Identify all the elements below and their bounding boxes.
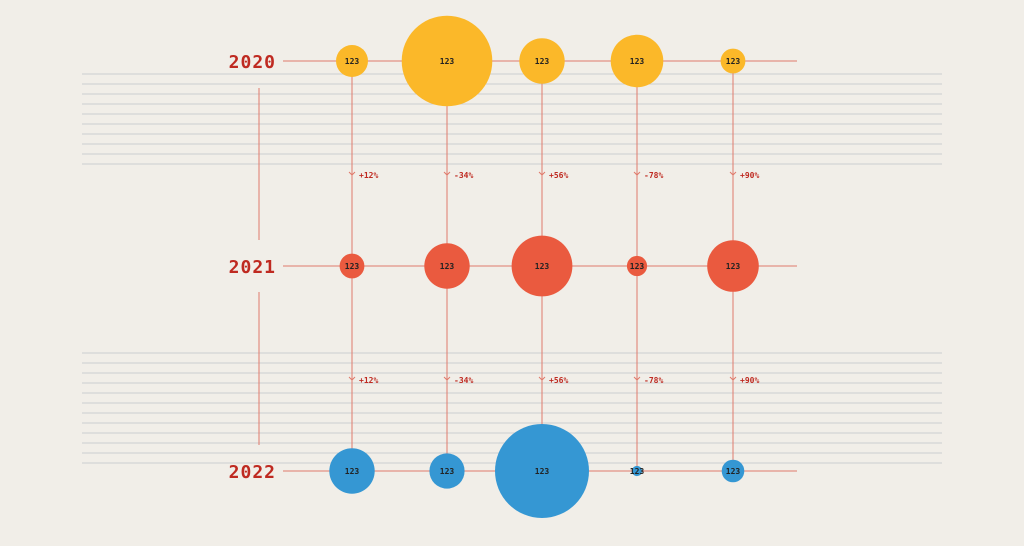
- down-arrow-icon: [729, 376, 737, 381]
- down-arrow-icon: [348, 171, 356, 176]
- bubble-value-label: 123: [630, 262, 645, 271]
- down-arrow-icon: [443, 376, 451, 381]
- bubble-value-label: 123: [726, 467, 741, 476]
- bubble-value-label: 123: [630, 57, 645, 66]
- change-label: -34%: [454, 376, 473, 385]
- bubble-2022: [721, 459, 745, 483]
- down-arrow-icon: [443, 171, 451, 176]
- bubble-value-label: 123: [535, 262, 550, 271]
- bubble-value-label: 123: [440, 262, 455, 271]
- bubble-value-label: 123: [726, 57, 741, 66]
- bubble-2022: [429, 453, 465, 489]
- bubble-value-label: 123: [345, 57, 360, 66]
- down-arrow-icon: [538, 376, 546, 381]
- change-label: +12%: [359, 171, 378, 180]
- down-arrow-icon: [729, 171, 737, 176]
- change-label: -78%: [644, 171, 663, 180]
- bubble-2022: [495, 424, 589, 518]
- bubble-2021: [626, 255, 648, 277]
- down-arrow-icon: [633, 171, 641, 176]
- bubble-value-label: 123: [440, 57, 455, 66]
- bubble-value-label: 123: [535, 57, 550, 66]
- change-label: +12%: [359, 376, 378, 385]
- year-label-2020: 2020: [229, 52, 276, 73]
- bubble-2020: [720, 48, 746, 74]
- down-arrow-icon: [538, 171, 546, 176]
- bubble-value-label: 123: [440, 467, 455, 476]
- year-label-2021: 2021: [229, 257, 276, 278]
- bubble-2022: [329, 448, 375, 494]
- bubble-2021: [424, 243, 470, 289]
- down-arrow-icon: [348, 376, 356, 381]
- bubble-2021: [707, 240, 759, 292]
- bubble-value-label: 123: [345, 467, 360, 476]
- bubble-value-label: 123: [726, 262, 741, 271]
- change-label: +90%: [740, 171, 759, 180]
- bubble-value-label: 123: [630, 467, 645, 476]
- change-label: +90%: [740, 376, 759, 385]
- change-label: -34%: [454, 171, 473, 180]
- year-label-2022: 2022: [229, 462, 276, 483]
- bubble-2020: [401, 15, 493, 107]
- bubble-value-label: 123: [535, 467, 550, 476]
- change-label: +56%: [549, 171, 568, 180]
- bubble-2020: [610, 34, 664, 88]
- change-label: +56%: [549, 376, 568, 385]
- bubble-2020: [519, 38, 565, 84]
- change-label: -78%: [644, 376, 663, 385]
- down-arrow-icon: [633, 376, 641, 381]
- bubble-2021: [339, 253, 365, 279]
- bubble-value-label: 123: [345, 262, 360, 271]
- bubble-2020: [336, 45, 368, 77]
- bubble-2022: [631, 465, 643, 477]
- bubble-2021: [511, 235, 573, 297]
